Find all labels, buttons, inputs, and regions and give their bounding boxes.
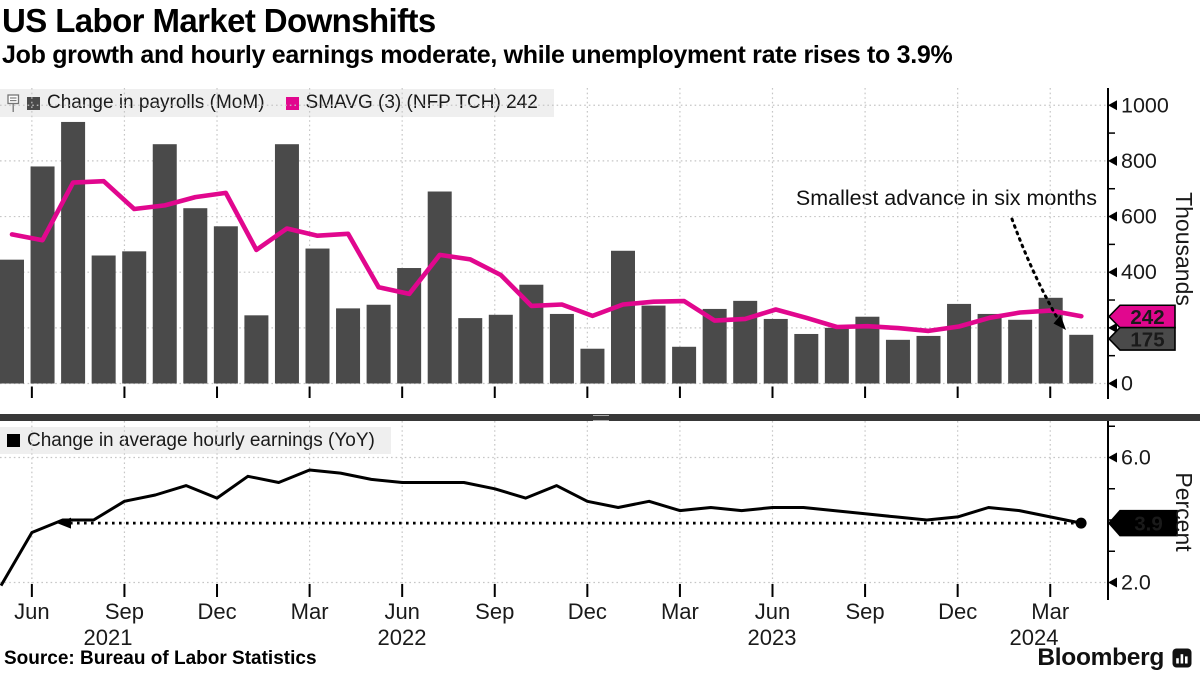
payrolls-bar <box>763 318 788 384</box>
source-attribution: Source: Bureau of Labor Statistics <box>4 648 317 669</box>
payrolls-bar <box>274 144 299 384</box>
payrolls-bar <box>0 259 24 384</box>
payrolls-bar <box>458 318 483 384</box>
payrolls-bar <box>61 121 86 384</box>
payrolls-bar <box>794 333 819 384</box>
y-tick-arrow <box>1108 211 1117 222</box>
x-tick-label: Mar <box>291 599 329 624</box>
y-tick-label: 2.0 <box>1121 571 1151 595</box>
y-tick-label: 0 <box>1121 372 1133 396</box>
y-tick-arrow <box>1108 452 1117 463</box>
y-tick-label: 6.0 <box>1121 446 1151 470</box>
x-tick-label: Mar <box>661 599 699 624</box>
page-subtitle: Job growth and hourly earnings moderate,… <box>2 41 953 69</box>
payrolls-legend-swatch <box>27 96 40 110</box>
year-label: 2024 <box>1010 625 1059 650</box>
payrolls-bar <box>91 255 116 384</box>
annotation-smallest-advance: Smallest advance in six months <box>795 186 1097 210</box>
x-tick-label: Dec <box>938 599 977 624</box>
payrolls-bar <box>488 314 513 384</box>
smavg-line <box>9 178 1084 334</box>
year-label: 2022 <box>378 625 427 650</box>
payrolls-bar <box>336 308 361 384</box>
payrolls-bar <box>366 304 391 384</box>
x-tick-label: Jun <box>14 599 49 624</box>
ahe-endpoint-dot <box>1075 517 1087 529</box>
y-tick-label: 400 <box>1121 260 1157 284</box>
smavg-value-tag-text: 242 <box>1130 306 1164 329</box>
ahe-line <box>0 468 1082 587</box>
x-tick-label: Sep <box>105 599 144 624</box>
payrolls-bar <box>885 339 910 384</box>
top-axis-title: Thousands <box>1171 192 1197 306</box>
bloomberg-terminal-icon <box>1172 648 1192 668</box>
payrolls-value-tag-text: 175 <box>1130 328 1164 351</box>
payrolls-bar <box>213 226 238 384</box>
payrolls-bar <box>641 305 666 384</box>
annotation-arrow <box>1010 217 1061 323</box>
y-tick-arrow <box>1108 155 1117 166</box>
x-tick-label: Mar <box>1031 599 1069 624</box>
y-tick-arrow <box>1108 577 1117 588</box>
earnings-legend-label[interactable]: Change in average hourly earnings (YoY) <box>27 429 375 451</box>
x-tick-label: Dec <box>197 599 236 624</box>
payrolls-bar <box>549 313 574 384</box>
top-panel-legend: Change in payrolls (MoM) SMAVG (3) (NFP … <box>0 89 554 117</box>
ahe-value-tag-text: 3.9 <box>1134 513 1163 536</box>
panel-divider <box>0 414 1200 421</box>
year-label: 2023 <box>748 625 797 650</box>
bloomberg-wordmark: Bloomberg <box>1037 644 1164 671</box>
x-tick-label: Jun <box>755 599 790 624</box>
payrolls-bar <box>305 248 330 384</box>
payrolls-bar <box>30 166 55 384</box>
payrolls-bar <box>947 303 972 384</box>
smavg-value-tag <box>1107 304 1176 329</box>
y-tick-label: 1000 <box>1121 93 1169 117</box>
y-tick-arrow <box>1108 267 1117 278</box>
payrolls-bar <box>916 335 941 384</box>
payrolls-bar <box>611 250 635 384</box>
panel-resize-grip[interactable] <box>593 415 609 421</box>
ahe-value-tag <box>1107 509 1178 537</box>
bottom-axis-title: Percent <box>1171 472 1197 552</box>
payrolls-bar <box>152 144 177 384</box>
payrolls-bar <box>733 300 758 384</box>
legend-pin-icon[interactable] <box>7 93 20 113</box>
x-tick-label: Dec <box>568 599 607 624</box>
payrolls-value-tag <box>1107 326 1176 351</box>
payrolls-bar <box>244 315 269 384</box>
payrolls-bar <box>977 313 1002 384</box>
x-tick-label: Jun <box>384 599 419 624</box>
payrolls-bar <box>824 327 849 384</box>
earnings-legend-swatch <box>7 434 20 447</box>
payrolls-bar <box>427 191 452 384</box>
x-tick-label: Sep <box>846 599 885 624</box>
smavg-legend-swatch <box>285 96 299 110</box>
payrolls-bar <box>1069 334 1094 384</box>
smavg-legend-label[interactable]: SMAVG (3) (NFP TCH) 242 <box>305 92 538 113</box>
x-tick-label: Sep <box>475 599 514 624</box>
payrolls-bar <box>183 208 208 384</box>
y-tick-label: 600 <box>1121 205 1157 229</box>
bottom-panel-legend: Change in average hourly earnings (YoY) <box>0 427 391 454</box>
year-label: 2021 <box>84 625 133 650</box>
payrolls-bar <box>580 348 605 384</box>
payrolls-bar <box>519 284 544 384</box>
y-tick-label: 800 <box>1121 149 1157 173</box>
payrolls-legend-label[interactable]: Change in payrolls (MoM) <box>47 92 265 113</box>
bloomberg-logo: Bloomberg <box>1037 644 1192 672</box>
payrolls-bar <box>122 251 147 384</box>
y-tick-arrow <box>1108 100 1117 111</box>
payrolls-bar <box>672 346 697 384</box>
annotation-arrowhead <box>1053 315 1066 330</box>
y-tick-arrow <box>1108 378 1117 389</box>
payrolls-bar <box>1008 319 1033 384</box>
page-title: US Labor Market Downshifts <box>2 2 436 39</box>
y-tick-arrow <box>1108 322 1117 333</box>
